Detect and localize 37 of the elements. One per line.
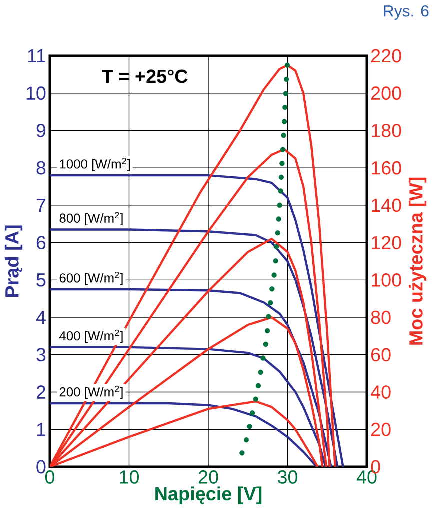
- y2-tick-label: 220: [371, 49, 402, 63]
- y2-tick-label: 100: [372, 273, 402, 287]
- y2-tick-label: 20: [371, 422, 391, 436]
- y-tick-label: 4: [36, 311, 46, 324]
- y2-tick-label: 60: [371, 348, 391, 362]
- y-tick-label: 7: [36, 198, 46, 212]
- x-axis-title: Napięcie [V]: [156, 486, 262, 504]
- x-tick-label: 10: [120, 470, 140, 484]
- y2-axis-title: Moc użyteczna [W]: [408, 178, 427, 345]
- y-tick-label: 8: [36, 161, 46, 175]
- y-tick-label: 9: [36, 124, 46, 138]
- y2-tick-label: 40: [370, 386, 391, 399]
- x-tick-label: 20: [198, 470, 218, 484]
- annotation: T = +25°C: [102, 70, 188, 84]
- x-tick-label: 0: [45, 470, 55, 484]
- y-tick-label: 1: [37, 423, 46, 436]
- series-label: 800 [W/m$^{2}$]: [60, 212, 123, 226]
- y-tick-label: 6: [36, 236, 46, 250]
- series-label: 600 [W/m$^{2}$]: [60, 272, 123, 286]
- y-tick-label: 10: [26, 86, 46, 100]
- y2-tick-label: 80: [371, 310, 391, 324]
- y-tick-label: 11: [28, 49, 46, 63]
- y2-tick-label: 200: [371, 86, 402, 100]
- y-tick-label: 5: [36, 274, 46, 287]
- x-tick-label: 30: [278, 470, 298, 484]
- series-label: 400 [W/m$^{2}$]: [59, 330, 123, 344]
- y2-tick-label: 180: [372, 124, 402, 138]
- y2-tick-label: 160: [372, 161, 402, 175]
- y2-tick-label: 120: [372, 236, 402, 250]
- y2-tick-label: 140: [372, 198, 402, 212]
- series-label: 1000 [W/m$^{2}$]: [60, 158, 130, 172]
- y-tick-label: 2: [36, 386, 46, 399]
- y-tick-label: 3: [36, 348, 46, 362]
- y-axis-title: Prąd [A]: [4, 226, 23, 298]
- series-label: 200 [W/m$^{2}$]: [60, 386, 123, 400]
- text: Rys. 6: [384, 6, 429, 20]
- y-tick-label: 0: [36, 460, 46, 474]
